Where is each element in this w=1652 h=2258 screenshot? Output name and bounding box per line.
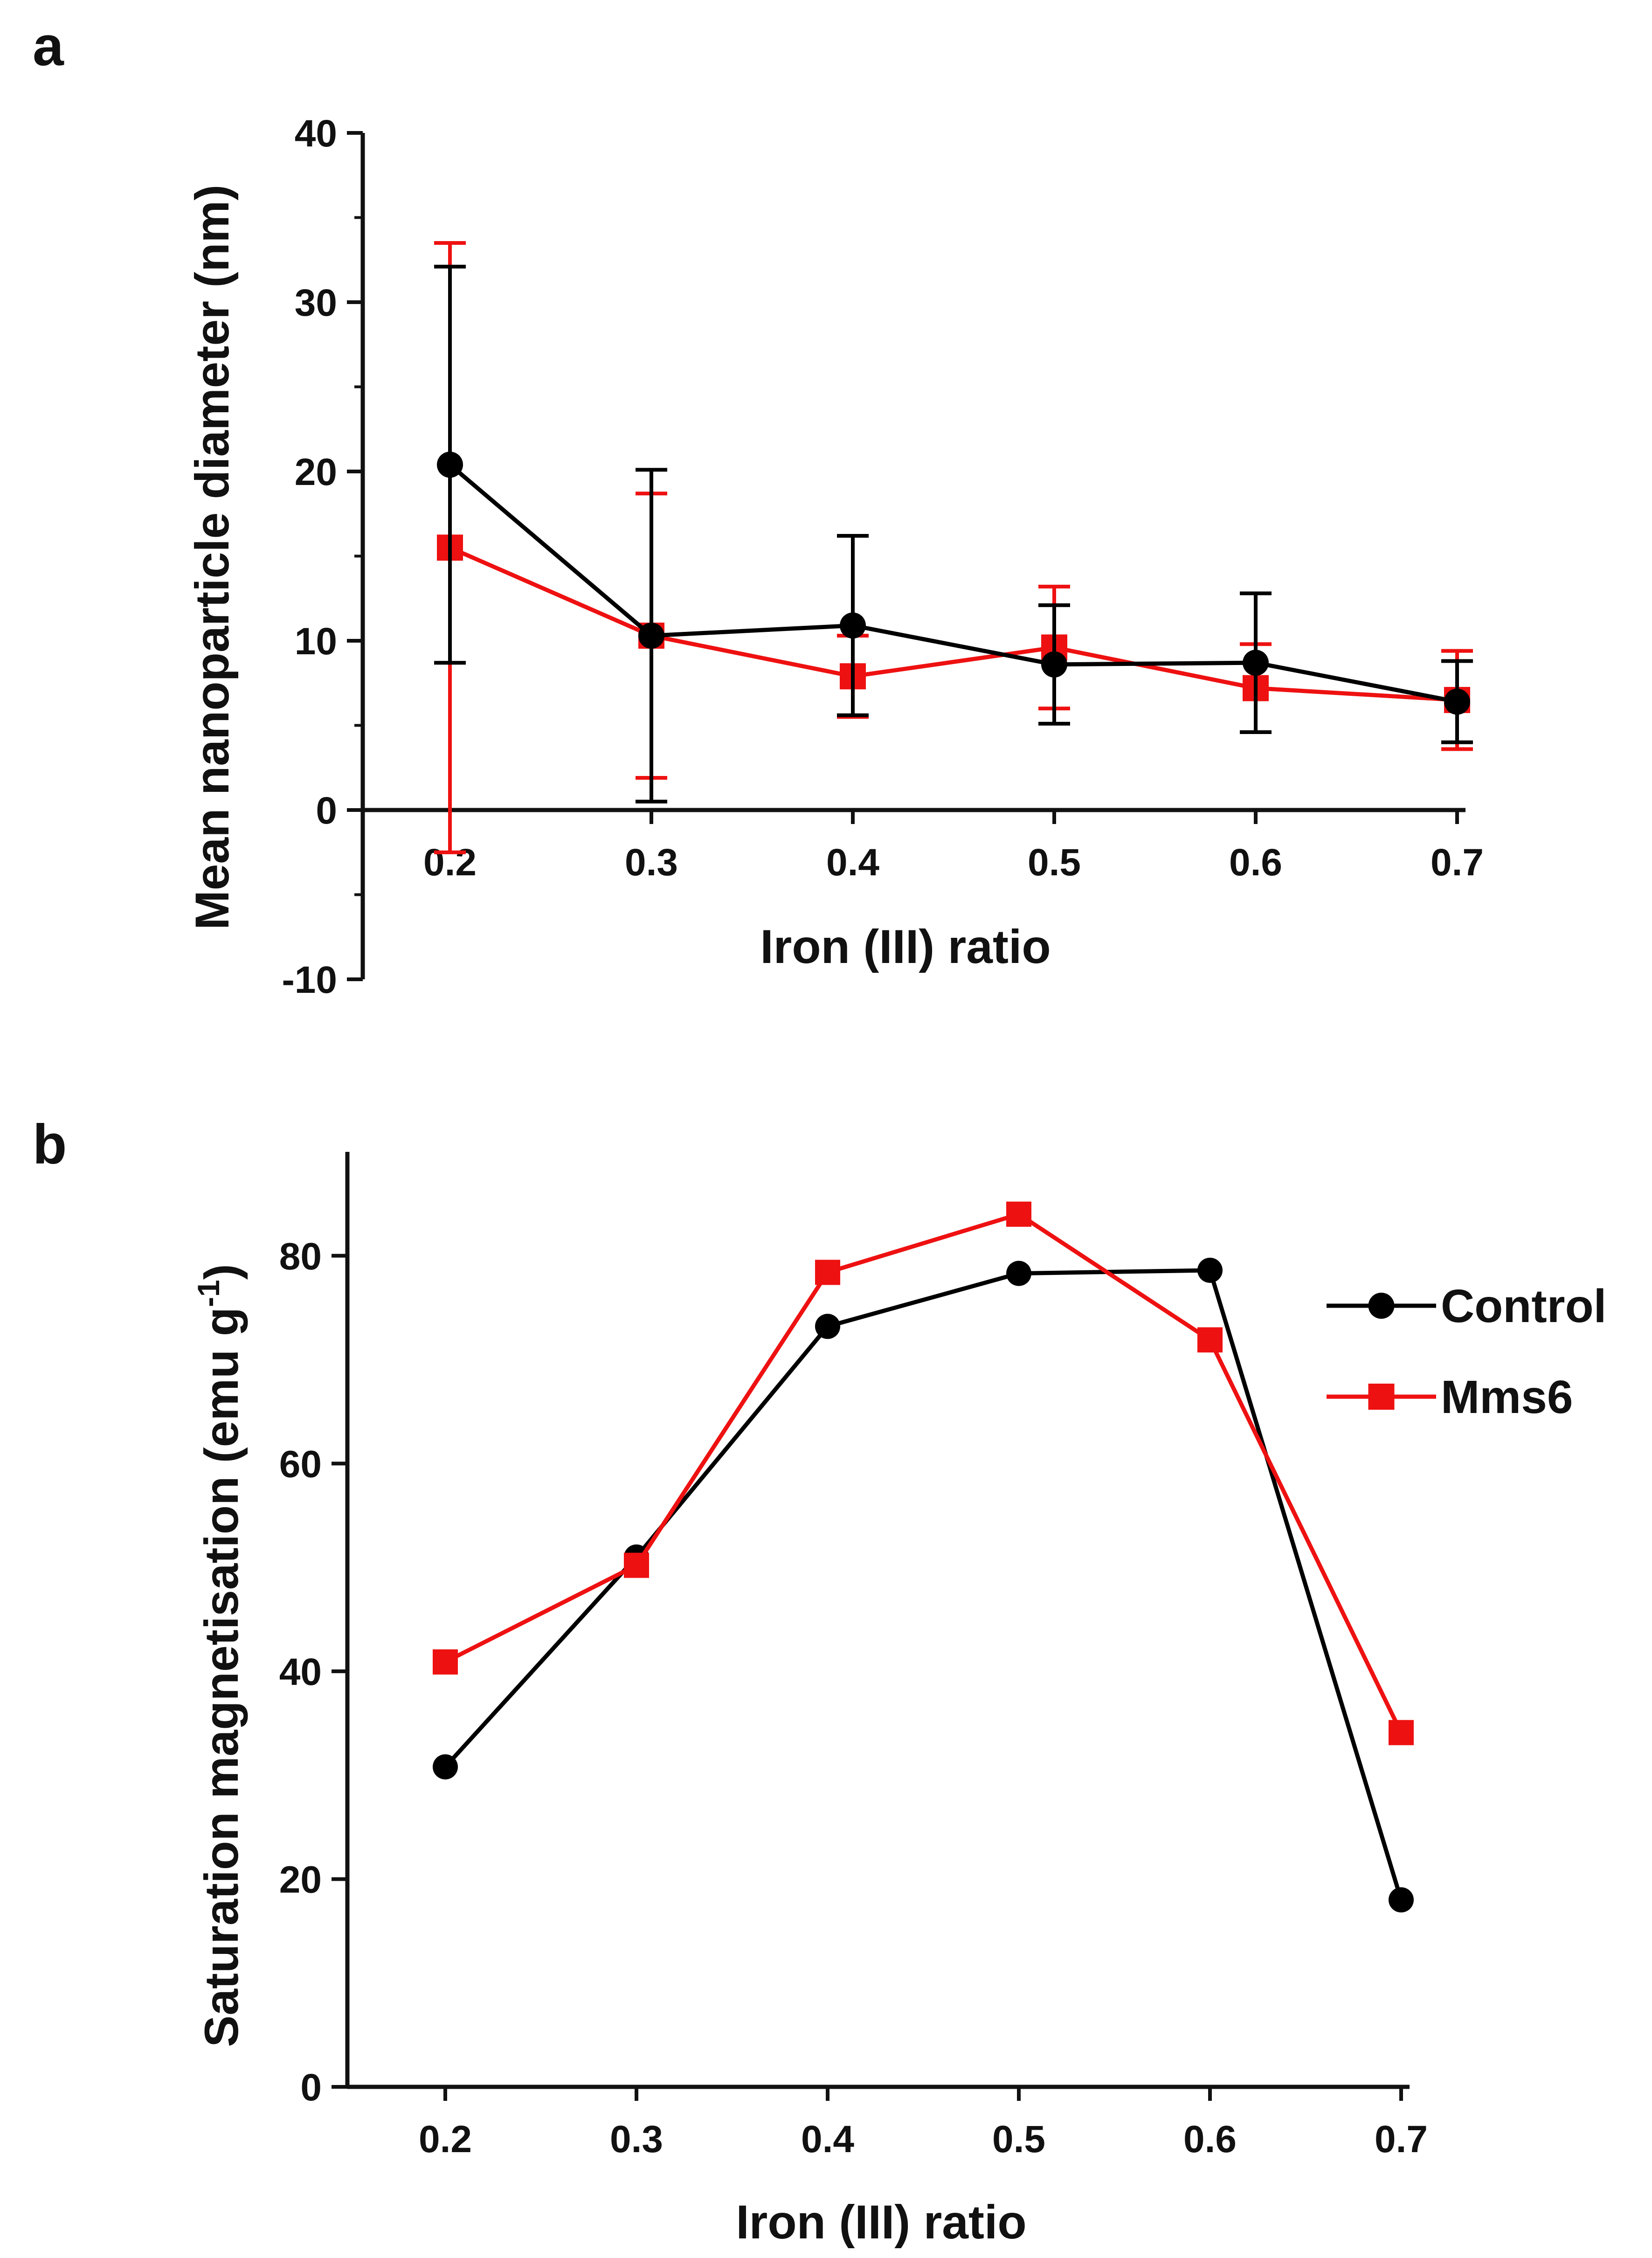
panel-a-control-point: [840, 612, 866, 639]
panel-b-control-line: [443, 1268, 1403, 1901]
panel-b-mms6-point: [1006, 1201, 1031, 1227]
panel-a-y-tick-label: 20: [295, 451, 337, 493]
panel-b-y-axis-title-superscript: -1: [191, 1280, 226, 1307]
panel-b-x-tick-label: 0.3: [610, 2118, 663, 2161]
panel-a-control-point: [638, 623, 664, 649]
legend-mms6-label: Mms6: [1441, 1371, 1573, 1423]
panel-a-control-point: [1243, 650, 1269, 676]
panel-b-control-point: [1006, 1261, 1031, 1286]
panel-b-mms6-line: [444, 1212, 1403, 1734]
panel-b-y-tick-label: 20: [279, 1858, 322, 1901]
panel-b-y-axis-title: Saturation magnetisation (emu g-1): [191, 1264, 248, 2047]
panel-b: b 0 20 40 60 80 0.2 0.3 0.4 0.5 0.6 0.7 Iron (III)…: [33, 1113, 1606, 2249]
panel-a-y-tick-label: 0: [316, 790, 337, 832]
panel-b-y-axis-title-close: ): [195, 1264, 248, 1280]
panel-a-control-point: [1444, 688, 1470, 715]
panel-b-label: b: [33, 1113, 67, 1176]
legend-control-label: Control: [1441, 1280, 1606, 1332]
panel-a-axes: [360, 133, 1465, 979]
legend-mms6-marker: [1368, 1384, 1395, 1410]
panel-a-y-axis-title: Mean nanoparticle diameter (nm): [186, 185, 239, 930]
panel-a-y-tick-label: 10: [295, 620, 337, 663]
panel-b-ticks: 0 20 40 60 80 0.2 0.3 0.4 0.5 0.6 0.7: [279, 1235, 1428, 2161]
panel-a-y-tick-label: 30: [295, 282, 337, 324]
panel-a-y-tick-label: 40: [295, 112, 337, 155]
panel-b-mms6-point: [433, 1649, 458, 1675]
panel-b-series: [433, 1201, 1414, 1912]
panel-b-control-point: [1389, 1887, 1414, 1912]
panel-b-x-tick-label: 0.6: [1183, 2118, 1237, 2161]
panel-a-x-tick-label: 0.5: [1028, 841, 1081, 884]
panel-a-x-tick-label: 0.3: [625, 841, 678, 884]
panel-b-y-axis-title-main: Saturation magnetisation (emu g: [195, 1307, 248, 2047]
panel-b-y-tick-label: 60: [279, 1443, 322, 1485]
panel-a-label: a: [33, 15, 64, 77]
panel-b-mms6-point: [624, 1552, 649, 1578]
panel-b-x-tick-label: 0.4: [801, 2118, 854, 2161]
panel-a-control-line: [449, 463, 1458, 704]
panel-b-y-tick-label: 0: [300, 2066, 322, 2109]
panel-b-y-tick-label: 80: [279, 1235, 322, 1278]
panel-b-x-tick-label: 0.2: [419, 2118, 472, 2161]
panel-b-x-axis-title: Iron (III) ratio: [736, 2196, 1026, 2249]
panel-b-control-point: [433, 1754, 458, 1780]
panel-b-mms6-point: [815, 1260, 840, 1285]
panel-b-x-tick-label: 0.7: [1375, 2118, 1428, 2161]
panel-b-mms6-point: [1389, 1720, 1414, 1745]
panel-a-x-axis-title: Iron (III) ratio: [760, 920, 1051, 973]
panel-b-control-point: [815, 1314, 840, 1339]
panel-b-y-tick-label: 40: [279, 1651, 322, 1693]
panel-a-mms6-line: [449, 546, 1458, 702]
panel-a-x-tick-label: 0.4: [826, 841, 879, 884]
panel-b-mms6-point: [1197, 1327, 1223, 1353]
panel-a-control-point: [1041, 651, 1067, 678]
legend: Control Mms6: [1327, 1280, 1606, 1423]
panel-b-control-point: [1197, 1257, 1223, 1283]
panel-a-control-point: [437, 451, 463, 478]
panel-b-x-tick-label: 0.5: [992, 2118, 1045, 2161]
panel-b-axes: [345, 1152, 1410, 2089]
panel-a-x-tick-label: 0.6: [1229, 841, 1282, 884]
legend-control-marker: [1368, 1293, 1395, 1319]
panel-a-series: [434, 241, 1473, 854]
panel-a-y-tick-label: -10: [282, 959, 337, 1001]
panel-a-x-tick-label: 0.7: [1431, 841, 1484, 884]
